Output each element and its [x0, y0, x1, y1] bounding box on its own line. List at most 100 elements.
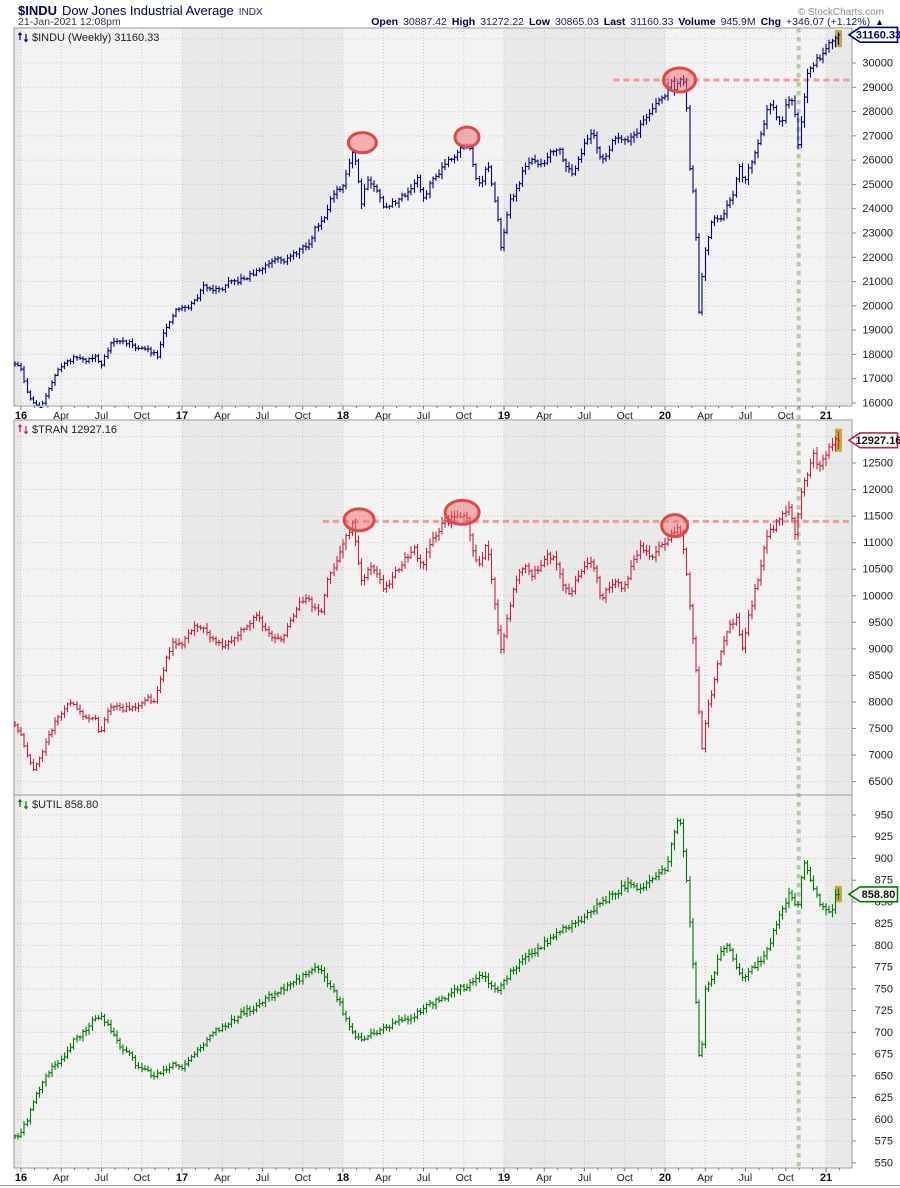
x-year-label: 16 — [15, 410, 27, 422]
annotation-ellipse — [443, 498, 481, 526]
year-band — [14, 420, 21, 795]
panel-title: $UTIL 858.80 — [32, 799, 98, 811]
y-tick-label: 550 — [875, 1157, 893, 1169]
y-tick-label: 10000 — [862, 590, 893, 602]
x-month-label: Oct — [295, 410, 311, 422]
y-tick-label: 24000 — [862, 203, 893, 215]
y-tick-label: 26000 — [862, 155, 893, 167]
y-tick-label: 600 — [875, 1114, 893, 1126]
price-callout-tran: 12927.16 — [847, 432, 900, 449]
year-band — [826, 28, 852, 406]
y-tick-label: 825 — [875, 918, 893, 930]
panel-label-tran: $TRAN 12927.16 — [17, 424, 117, 436]
x-month-label: Oct — [456, 410, 472, 422]
y-tick-label: 750 — [875, 983, 893, 995]
panel-bg-indu — [14, 28, 852, 406]
year-band — [826, 420, 852, 795]
y-tick-label: 27000 — [862, 130, 893, 142]
ohlc-bars-util — [13, 817, 841, 1140]
ohlc-bars-indu — [13, 32, 841, 408]
y-tick-label: 625 — [875, 1092, 893, 1104]
panel-label-indu: $INDU (Weekly) 31160.33 — [17, 32, 159, 44]
x-month-label: Jul — [578, 1172, 591, 1184]
symbol-name: Dow Jones Industrial Average — [62, 3, 234, 18]
x-year-label: 21 — [820, 410, 832, 422]
x-month-label: Apr — [53, 1172, 70, 1184]
y-tick-label: 575 — [875, 1136, 893, 1148]
callout-value: 12927.16 — [856, 435, 900, 447]
callout-value: 858.80 — [862, 889, 896, 901]
quote-row: 21-Jan-2021 12:08pm Open 30887.42 High 3127… — [18, 16, 884, 28]
x-year-label: 18 — [337, 410, 349, 422]
y-tick-label: 900 — [875, 853, 893, 865]
annotation-ellipse — [660, 513, 690, 539]
x-month-label: Jul — [95, 410, 108, 422]
quote-chg-label: Chg — [760, 16, 782, 28]
chart-datetime: 21-Jan-2021 12:08pm — [18, 16, 121, 28]
stockcharts-credit: © StockCharts.com — [797, 7, 884, 18]
panel-title: $TRAN 12927.16 — [32, 424, 117, 436]
x-month-label: Oct — [617, 410, 633, 422]
x-month-label: Oct — [778, 410, 794, 422]
x-month-label: Apr — [53, 410, 70, 422]
y-tick-label: 725 — [875, 1005, 893, 1017]
panel-border — [13, 27, 853, 407]
annotation-ellipse — [346, 131, 378, 155]
x-month-label: Apr — [214, 410, 231, 422]
x-year-label: 20 — [659, 1172, 671, 1184]
quote-volume-value: 945.9M — [720, 16, 756, 28]
x-axis-bottom: 16 17 18 19 20 21 Apr Jul Oct Apr Jul Oct Apr Jul Oct A… — [15, 1168, 840, 1184]
x-month-label: Apr — [375, 410, 392, 422]
exchange: INDX — [238, 7, 263, 18]
y-tick-label: 12000 — [862, 484, 893, 496]
y-tick-label: 6500 — [869, 776, 893, 788]
candlestick-icon — [17, 424, 29, 435]
x-year-label: 17 — [176, 1172, 188, 1184]
y-tick-label: 775 — [875, 962, 893, 974]
y-tick-label: 20000 — [862, 300, 893, 312]
y-tick-label: 11000 — [863, 537, 893, 549]
year-band — [14, 28, 21, 406]
y-tick-label: 25000 — [862, 179, 893, 191]
x-month-label: Jul — [417, 1172, 430, 1184]
panel-title: $INDU (Weekly) 31160.33 — [32, 32, 159, 44]
quote-high-value: 31272.22 — [480, 16, 524, 28]
x-month-label: Oct — [134, 1172, 150, 1184]
y-tick-label: 22000 — [862, 252, 893, 264]
callout-box — [847, 432, 899, 449]
quote-last-value: 31160.33 — [630, 16, 674, 28]
callout-box — [847, 26, 899, 43]
y-tick-label: 11500 — [863, 511, 893, 523]
y-tick-label: 9000 — [869, 643, 893, 655]
panel-util: 5505756006256506757007257507758008258508… — [13, 794, 899, 1169]
panel-tran: 6500 7000 7500 8000 8500 9000 9500 10000 10500 11… — [13, 419, 900, 796]
x-month-label: Apr — [697, 410, 714, 422]
x-month-label: Oct — [134, 410, 150, 422]
x-month-label: Jul — [256, 410, 269, 422]
quote-open-value: 30887.42 — [403, 16, 447, 28]
panel-indu: 16000 17000 18000 19000 20000 21000 22000 23000… — [13, 26, 900, 409]
y-tick-label: 28000 — [862, 106, 893, 118]
x-month-label: Apr — [375, 1172, 392, 1184]
change-up-arrow-icon: ▲ — [875, 17, 884, 27]
panel-bg-util — [14, 795, 852, 1168]
quote-chg-value: +346.07 (+1.12%) — [786, 16, 871, 28]
y-tick-label: 700 — [875, 1027, 893, 1039]
x-month-label: Jul — [578, 410, 591, 422]
x-year-label: 16 — [15, 1172, 27, 1184]
x-month-label: Jul — [256, 1172, 269, 1184]
y-tick-label: 29000 — [862, 82, 893, 94]
x-month-label: Jul — [417, 410, 430, 422]
quote-low-label: Low — [529, 16, 550, 28]
x-year-label: 18 — [337, 1172, 349, 1184]
y-tick-label: 8500 — [869, 670, 893, 682]
x-month-label: Oct — [295, 1172, 311, 1184]
x-axis-top: 16 17 18 19 20 21 Apr Jul Oct Apr Jul Oct Apr Jul Oct A… — [15, 406, 840, 422]
quote-last-label: Last — [603, 16, 626, 28]
y-tick-label: 23000 — [862, 227, 893, 239]
y-tick-label: 675 — [875, 1049, 893, 1061]
y-tick-label: 18000 — [862, 349, 893, 361]
title-group: $INDU Dow Jones Industrial Average INDX — [18, 2, 263, 20]
y-tick-label: 875 — [875, 875, 893, 887]
